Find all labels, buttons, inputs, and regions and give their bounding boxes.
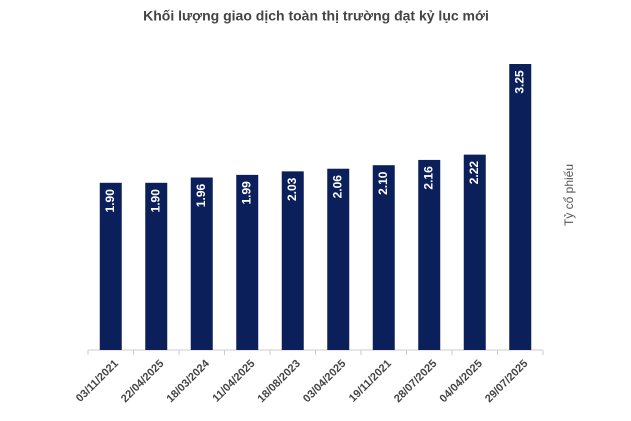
x-tick-label: 28/07/2025 xyxy=(392,358,439,405)
value-label: 2.22 xyxy=(467,161,481,185)
bar xyxy=(236,174,259,350)
x-tick-label: 19/11/2021 xyxy=(347,358,394,405)
bar xyxy=(463,154,486,350)
x-tick-label: 22/04/2025 xyxy=(119,358,166,405)
bar xyxy=(327,168,350,350)
bar xyxy=(372,165,395,350)
x-tick-label: 04/04/2025 xyxy=(438,358,485,405)
value-label: 3.25 xyxy=(512,70,526,94)
value-label: 2.06 xyxy=(330,175,344,199)
bar xyxy=(99,182,122,350)
chart-title: Khối lượng giao dịch toàn thị trường đạt… xyxy=(143,8,489,24)
y-axis-label: Tỷ cổ phiếu xyxy=(562,164,576,226)
value-label: 1.90 xyxy=(148,189,162,213)
bar xyxy=(145,182,168,350)
bar xyxy=(509,64,532,350)
x-tick-label: 29/07/2025 xyxy=(483,358,530,405)
x-tick-label: 03/04/2025 xyxy=(301,358,348,405)
x-tick-label: 18/03/2024 xyxy=(165,357,213,405)
value-label: 1.90 xyxy=(103,189,117,213)
value-label: 2.16 xyxy=(421,166,435,190)
value-label: 2.03 xyxy=(285,177,299,201)
bar xyxy=(190,177,213,350)
value-label: 2.10 xyxy=(376,171,390,195)
x-tick-label: 03/11/2021 xyxy=(74,358,121,405)
bar xyxy=(418,159,441,350)
value-label: 1.99 xyxy=(239,181,253,205)
value-label: 1.96 xyxy=(194,184,208,208)
bar xyxy=(281,171,304,350)
x-tick-label: 11/04/2025 xyxy=(210,358,257,405)
x-tick-label: 18/08/2023 xyxy=(256,358,303,405)
